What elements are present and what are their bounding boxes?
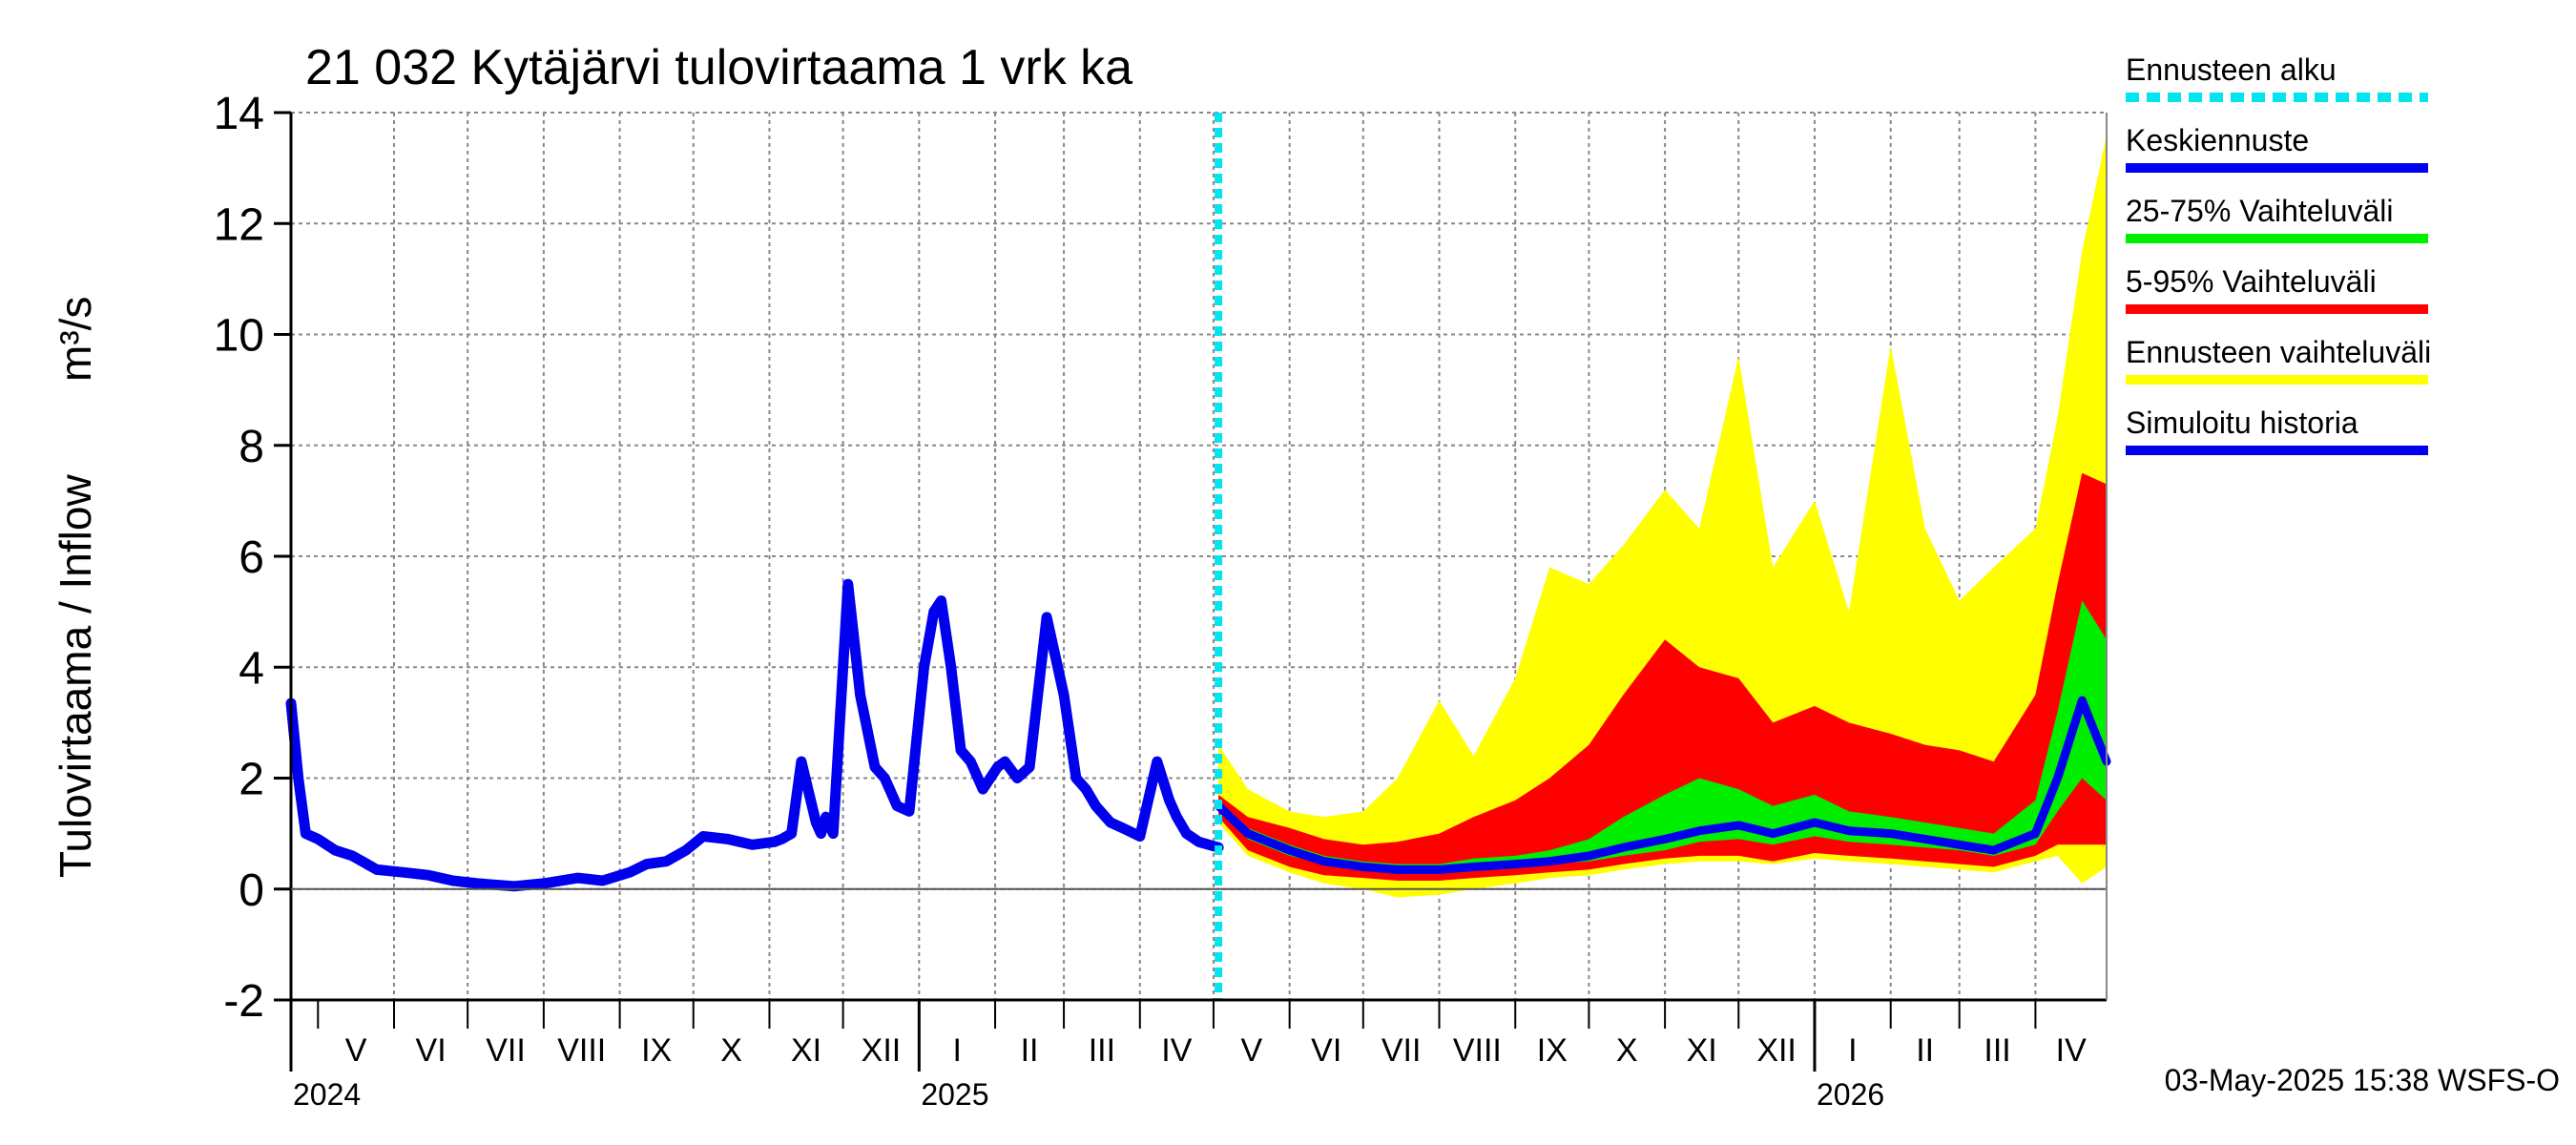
x-month-label: VI bbox=[1311, 1032, 1341, 1069]
x-month-label: XII bbox=[1756, 1032, 1797, 1069]
x-month-label: IV bbox=[1161, 1032, 1192, 1069]
x-month-label: V bbox=[1240, 1032, 1262, 1069]
y-axis-unit: m³/s bbox=[51, 297, 100, 382]
x-month-label: I bbox=[952, 1032, 961, 1069]
x-month-label: XII bbox=[862, 1032, 902, 1069]
legend-label: Simuloitu historia bbox=[2126, 406, 2358, 440]
y-tick-label: 12 bbox=[214, 199, 264, 250]
x-month-label: XI bbox=[791, 1032, 821, 1069]
y-tick-labels: -2 0 2 4 6 8 10 12 14 bbox=[214, 89, 291, 1027]
x-year-label: 2024 bbox=[293, 1077, 361, 1112]
y-tick-label: 2 bbox=[239, 755, 264, 805]
x-month-label: VIII bbox=[1453, 1032, 1502, 1069]
series-mean-forecast bbox=[1214, 696, 2111, 874]
x-month-label: X bbox=[720, 1032, 742, 1069]
legend-label: Ennusteen alku bbox=[2126, 52, 2337, 87]
y-axis-label: Tulovirtaama / Inflow bbox=[51, 474, 100, 878]
x-month-label: VII bbox=[486, 1032, 526, 1069]
x-month-label: III bbox=[1984, 1032, 2010, 1069]
band-forecast-range bbox=[1218, 135, 2107, 898]
series-simulated-history bbox=[285, 578, 1224, 892]
legend: Ennusteen alku Keskiennuste 25-75% Vaihtel… bbox=[2126, 52, 2431, 455]
legend-label: Keskiennuste bbox=[2126, 123, 2309, 157]
series-lines bbox=[285, 113, 2111, 1000]
x-month-label: XI bbox=[1687, 1032, 1717, 1069]
band-5-95 bbox=[1218, 472, 2107, 881]
x-month-label: III bbox=[1089, 1032, 1115, 1069]
y-tick-label: 10 bbox=[214, 311, 264, 362]
legend-label: 25-75% Vaihteluväli bbox=[2126, 194, 2393, 228]
footer-timestamp: 03-May-2025 15:38 WSFS-O bbox=[2165, 1063, 2560, 1097]
legend-label: Ennusteen vaihteluväli bbox=[2126, 335, 2431, 369]
x-month-label: VI bbox=[416, 1032, 447, 1069]
x-month-label: II bbox=[1021, 1032, 1039, 1069]
y-tick-label: 0 bbox=[239, 865, 264, 916]
x-month-label: VII bbox=[1381, 1032, 1422, 1069]
y-tick-label: 4 bbox=[239, 643, 264, 694]
y-tick-label: 14 bbox=[214, 89, 264, 139]
y-tick-label: 8 bbox=[239, 422, 264, 472]
x-year-label: 2026 bbox=[1817, 1077, 1884, 1112]
y-tick-label: 6 bbox=[239, 532, 264, 583]
legend-label: 5-95% Vaihteluväli bbox=[2126, 264, 2377, 299]
x-month-label: IX bbox=[641, 1032, 672, 1069]
x-month-label: V bbox=[345, 1032, 367, 1069]
x-tick-labels: V VI VII VIII IX X XI XII I II III IV V VI VII VIII IX X X… bbox=[289, 1000, 2087, 1112]
chart-title: 21 032 Kytäjärvi tulovirtaama 1 vrk ka bbox=[305, 40, 1132, 95]
x-month-label: IX bbox=[1537, 1032, 1568, 1069]
x-month-label: II bbox=[1916, 1032, 1934, 1069]
x-year-label: 2025 bbox=[921, 1077, 988, 1112]
x-month-label: I bbox=[1848, 1032, 1857, 1069]
x-month-label: IV bbox=[2056, 1032, 2087, 1069]
y-tick-label: -2 bbox=[223, 976, 264, 1027]
x-month-label: X bbox=[1616, 1032, 1638, 1069]
x-month-label: VIII bbox=[557, 1032, 606, 1069]
